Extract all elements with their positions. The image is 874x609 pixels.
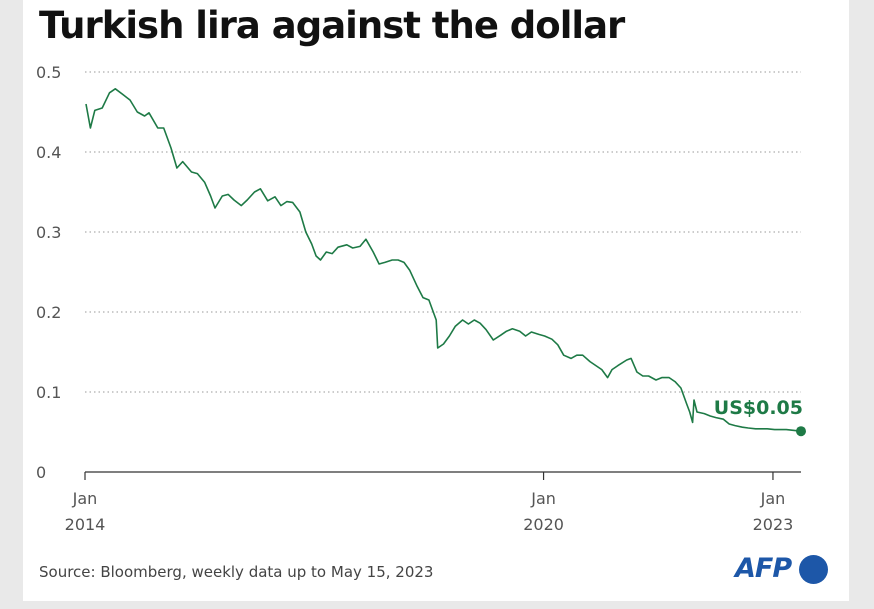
afp-logo: AFP [735,552,831,586]
x-tick-label-month: Jan [760,489,786,508]
y-tick-label: 0 [36,463,46,482]
end-point-marker [796,426,806,437]
x-tick-label-year: 2023 [753,515,794,534]
y-tick-label: 0.3 [36,223,61,242]
x-tick-label-year: 2020 [523,515,564,534]
y-tick-label: 0.4 [36,143,61,162]
y-tick-label: 0.1 [36,383,61,402]
afp-logo-text: AFP [735,553,792,584]
y-tick-label: 0.5 [36,63,61,82]
chart-title: Turkish lira against the dollar [39,4,625,47]
y-tick-label: 0.2 [36,303,61,322]
x-tick-label-month: Jan [72,489,98,508]
chart-card: Turkish lira against the dollar 0 0.1 0.2 0… [23,0,849,601]
x-tick-label-year: 2014 [65,515,106,534]
line-chart: 0 0.1 0.2 0.3 0.4 0.5 Jan 2014 Jan 2020 Jan 2023 US$… [36,63,806,534]
end-point-label: US$0.05 [714,397,803,419]
x-tick-label-month: Jan [530,489,556,508]
afp-logo-dot [799,555,828,584]
source-note: Source: Bloomberg, weekly data up to May… [39,563,434,581]
lira-usd-line [85,88,802,432]
